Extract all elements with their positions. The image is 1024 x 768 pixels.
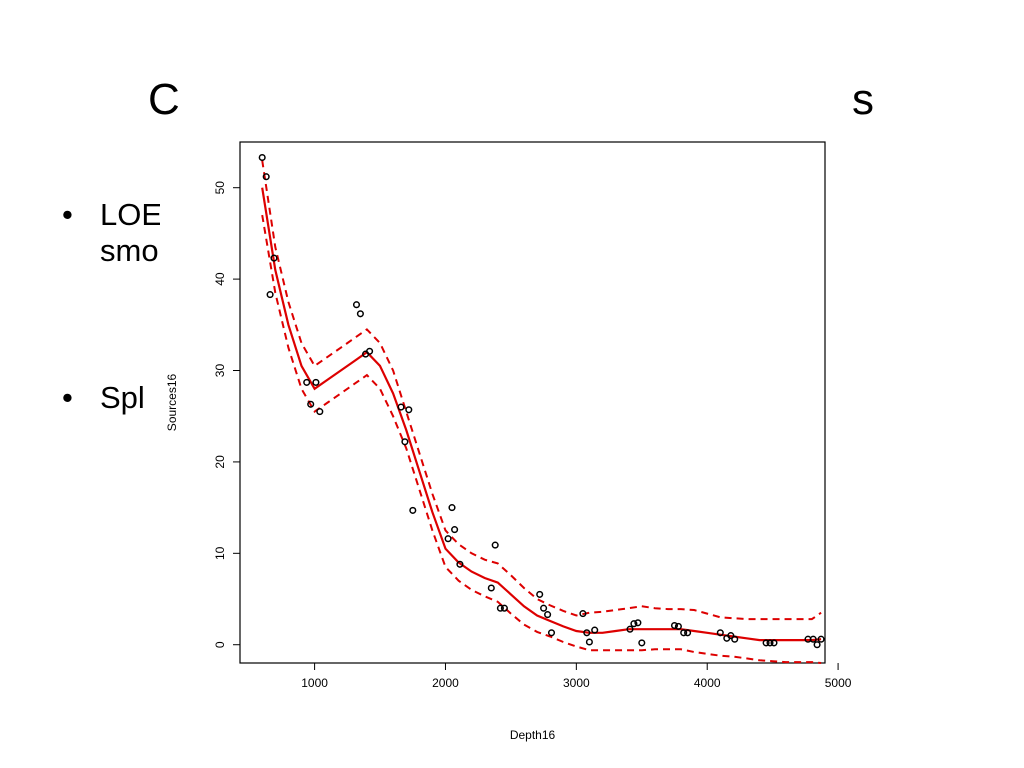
data-point xyxy=(270,254,278,262)
data-point xyxy=(352,301,361,309)
data-point xyxy=(316,408,324,416)
bullet-marker: • xyxy=(62,380,73,415)
slide-title-left: C xyxy=(148,75,180,124)
x-tick-label: 2000 xyxy=(432,676,459,690)
x-tick-label: 4000 xyxy=(694,676,721,690)
data-point xyxy=(451,526,459,534)
data-point xyxy=(585,638,593,646)
data-point xyxy=(770,639,778,647)
data-point xyxy=(307,400,315,408)
slide-title: C s xyxy=(148,68,888,132)
bullet-item-1-line-1: LOE xyxy=(100,197,163,232)
slide-title-right: s xyxy=(852,75,874,124)
bullet-item-2-line-1: Spl xyxy=(100,380,145,415)
data-point xyxy=(303,378,311,386)
confidence-bands xyxy=(261,160,822,664)
x-axis-label: Depth16 xyxy=(510,728,556,742)
data-point xyxy=(500,604,508,612)
data-point xyxy=(496,604,504,612)
bullet-marker: • xyxy=(62,197,73,232)
y-tick-label: 30 xyxy=(213,364,227,378)
data-point xyxy=(487,584,495,592)
y-tick-label: 40 xyxy=(213,272,227,286)
data-point xyxy=(762,639,770,647)
y-axis: 0 10 20 30 40 50 xyxy=(213,181,240,648)
data-point xyxy=(397,403,405,411)
data-point xyxy=(583,629,591,637)
data-point xyxy=(448,504,456,512)
data-point xyxy=(727,632,735,640)
y-axis-label: Sources16 xyxy=(165,373,179,431)
data-point xyxy=(491,541,499,549)
data-point xyxy=(405,406,413,414)
fit-line xyxy=(261,187,822,642)
plot-frame xyxy=(239,141,826,664)
data-point xyxy=(634,619,642,627)
data-point xyxy=(409,506,417,514)
bullet-item-1: • LOE smo xyxy=(62,197,163,269)
upper-confidence-band xyxy=(261,160,822,621)
y-tick-label: 0 xyxy=(213,641,227,648)
data-point xyxy=(540,604,548,612)
data-point xyxy=(444,535,452,543)
x-tick-label: 1000 xyxy=(301,676,328,690)
data-point xyxy=(716,629,724,637)
data-point xyxy=(536,590,544,598)
data-point xyxy=(266,291,274,299)
data-point xyxy=(262,173,270,181)
data-point xyxy=(544,611,552,619)
data-point xyxy=(456,560,464,568)
data-point xyxy=(630,620,638,628)
data-point xyxy=(813,641,821,649)
data-point xyxy=(401,438,409,446)
x-tick-label: 3000 xyxy=(563,676,590,690)
data-point xyxy=(684,629,692,637)
y-tick-label: 10 xyxy=(213,546,227,560)
data-point xyxy=(547,629,556,637)
y-tick-label: 50 xyxy=(213,181,227,195)
data-point xyxy=(258,153,266,162)
x-tick-label: 5000 xyxy=(825,676,852,690)
data-point xyxy=(591,626,599,634)
data-point xyxy=(366,347,374,355)
data-point xyxy=(674,622,682,630)
data-points xyxy=(258,153,825,649)
data-point xyxy=(356,310,364,318)
fitted-curve xyxy=(261,187,822,642)
bullet-item-1-line-2: smo xyxy=(100,233,159,268)
data-point xyxy=(766,639,774,647)
data-point xyxy=(579,610,587,618)
data-point xyxy=(809,635,817,643)
data-point xyxy=(680,629,688,637)
data-point xyxy=(731,635,739,643)
data-point xyxy=(670,621,679,630)
bullet-item-2: • Spl xyxy=(62,380,145,416)
data-point xyxy=(638,639,646,647)
lower-confidence-band xyxy=(261,214,822,664)
data-point xyxy=(817,635,825,643)
data-point xyxy=(312,378,320,386)
scatter-chart: 1000 2000 3000 4000 5000 0 10 20 30 40 50 Depth16… xyxy=(160,128,860,758)
data-point xyxy=(626,625,634,633)
y-tick-label: 20 xyxy=(213,455,227,469)
x-axis: 1000 2000 3000 4000 5000 xyxy=(301,663,852,690)
chart-background xyxy=(160,128,860,758)
